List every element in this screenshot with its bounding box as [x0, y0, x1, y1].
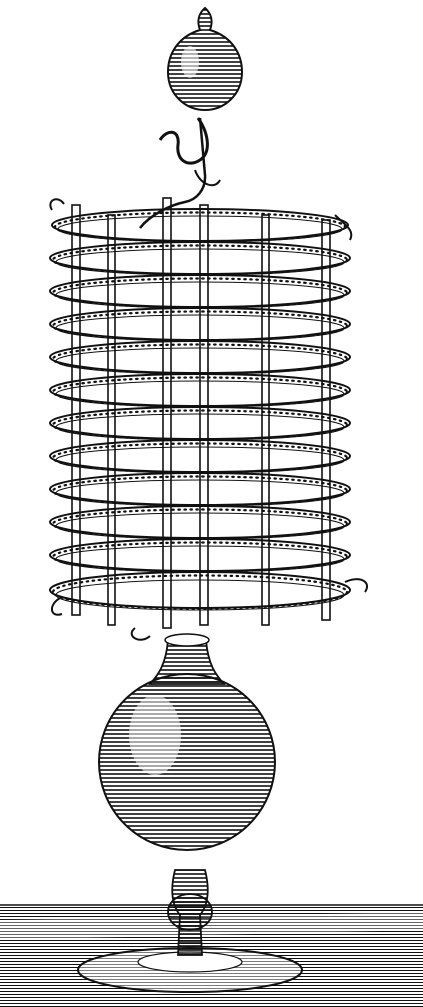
spiral-coil [49, 198, 368, 641]
glass-drop [166, 6, 244, 112]
vase-bulb [98, 633, 276, 851]
top-hook [139, 117, 221, 229]
cage-uprights [71, 197, 331, 629]
vase-stem [167, 869, 213, 956]
